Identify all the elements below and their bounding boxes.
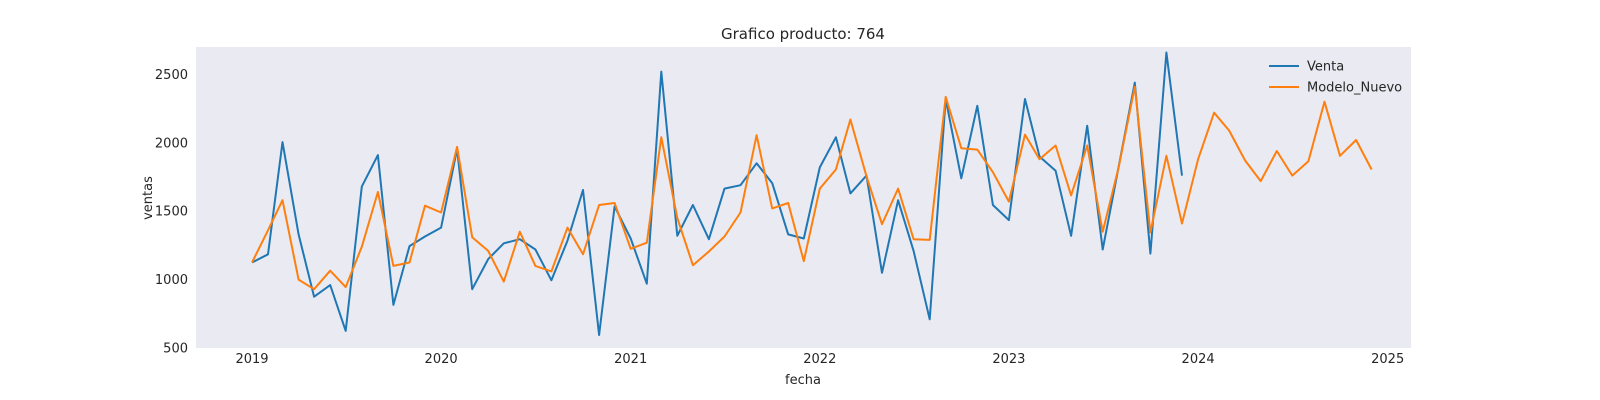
y-tick-label: 1500 xyxy=(155,205,188,220)
y-tick-label: 2000 xyxy=(155,136,188,151)
series-line-modelo-nuevo xyxy=(251,85,1373,291)
x-tick-label: 2023 xyxy=(992,352,1025,367)
x-axis-label: fecha xyxy=(785,373,821,388)
x-tick-label: 2021 xyxy=(614,352,647,367)
x-axis: 2019 2020 2021 2022 2023 2024 2025 xyxy=(235,352,1404,367)
y-tick-label: 1000 xyxy=(155,273,188,288)
x-tick-label: 2025 xyxy=(1371,352,1404,367)
chart-title: Grafico producto: 764 xyxy=(721,25,885,43)
plot-area xyxy=(196,47,1411,348)
x-tick-label: 2024 xyxy=(1182,352,1215,367)
series-line-venta xyxy=(251,51,1183,336)
y-tick-label: 2500 xyxy=(155,68,188,83)
legend-label: Modelo_Nuevo xyxy=(1307,81,1402,96)
y-tick-label: 500 xyxy=(163,342,188,357)
x-tick-label: 2022 xyxy=(803,352,836,367)
y-axis: 500 1000 1500 2000 2500 xyxy=(155,68,188,357)
x-tick-label: 2020 xyxy=(425,352,458,367)
x-tick-label: 2019 xyxy=(235,352,268,367)
legend: Venta Modelo_Nuevo xyxy=(1269,60,1402,96)
series-layer xyxy=(251,51,1373,336)
y-axis-label: ventas xyxy=(141,176,156,220)
legend-label: Venta xyxy=(1307,60,1344,75)
